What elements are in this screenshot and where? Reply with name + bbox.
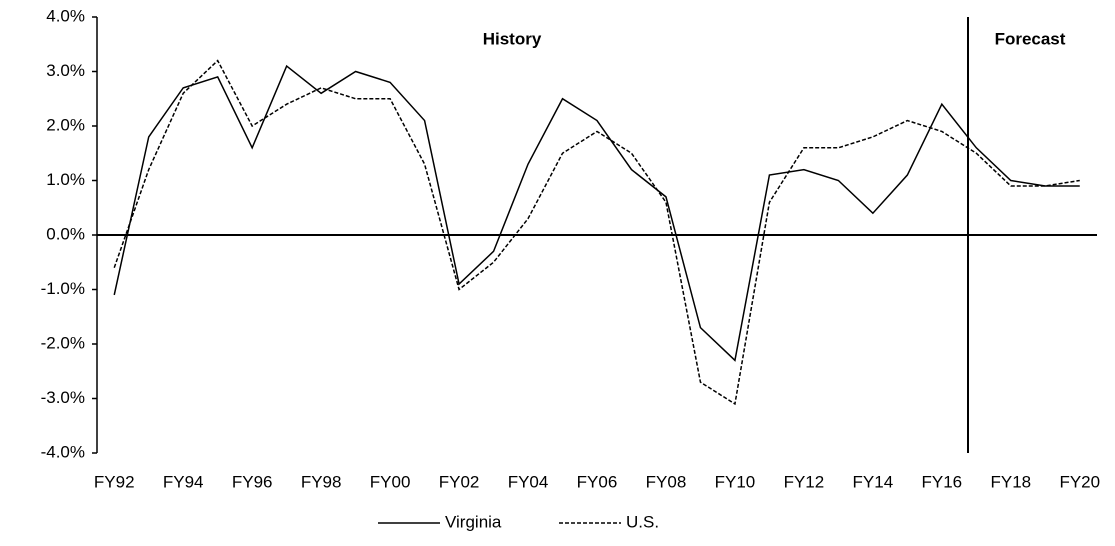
series-line bbox=[113, 64, 1080, 362]
y-tick-label: -1.0% bbox=[41, 279, 85, 298]
x-tick-label: FY20 bbox=[1059, 472, 1100, 491]
x-tick-label: FY00 bbox=[370, 472, 411, 491]
x-tick-label: FY02 bbox=[439, 472, 480, 491]
y-tick-label: 4.0% bbox=[46, 6, 85, 25]
y-tick-label: 0.0% bbox=[46, 224, 85, 243]
x-tick-label: FY06 bbox=[577, 472, 618, 491]
x-tick-label: FY92 bbox=[94, 472, 135, 491]
y-tick-label: -3.0% bbox=[41, 388, 85, 407]
x-tick-label: FY94 bbox=[163, 472, 204, 491]
legend-label: U.S. bbox=[626, 512, 659, 531]
y-tick-label: 2.0% bbox=[46, 115, 85, 134]
y-tick-label: -4.0% bbox=[41, 442, 85, 461]
x-tick-label: FY98 bbox=[301, 472, 342, 491]
y-tick-label: 1.0% bbox=[46, 170, 85, 189]
x-tick-label: FY08 bbox=[646, 472, 687, 491]
x-tick-label: FY16 bbox=[922, 472, 963, 491]
x-tick-label: FY12 bbox=[784, 472, 825, 491]
y-tick-label: 3.0% bbox=[46, 61, 85, 80]
y-tick-label: -2.0% bbox=[41, 333, 85, 352]
x-tick-label: FY14 bbox=[853, 472, 894, 491]
x-tick-label: FY18 bbox=[990, 472, 1031, 491]
series-line bbox=[113, 59, 1080, 406]
legend-label: Virginia bbox=[445, 512, 502, 531]
annotation-forecast: Forecast bbox=[995, 29, 1066, 48]
x-tick-label: FY04 bbox=[508, 472, 549, 491]
annotation-history: History bbox=[483, 29, 542, 48]
x-tick-label: FY10 bbox=[715, 472, 756, 491]
x-tick-label: FY96 bbox=[232, 472, 273, 491]
